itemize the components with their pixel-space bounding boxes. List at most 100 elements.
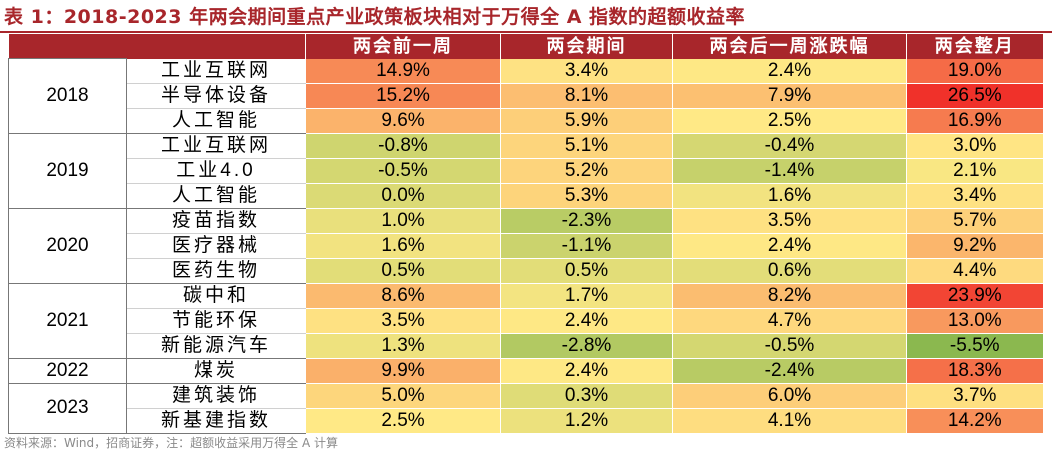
value-cell: 9.2% [906,233,1043,259]
value-cell: 0.5% [500,258,673,284]
sector-cell: 建筑装饰 [126,383,306,409]
value-cell: 0.3% [500,383,673,409]
value-cell: 16.9% [906,108,1043,134]
value-cell: 3.7% [906,383,1043,409]
value-cell: 8.2% [672,283,907,309]
column-header: 两会期间 [500,34,673,59]
header-blank-sector [126,34,306,59]
table-row: 医药生物 0.5% 0.5% 0.6% 4.4% [9,258,1043,284]
value-cell: 3.5% [305,308,501,334]
title-underline [0,31,1052,33]
value-cell: 8.1% [500,83,673,109]
value-cell: 1.7% [500,283,673,309]
value-cell: 14.9% [305,58,501,84]
value-cell: 19.0% [906,58,1043,84]
excess-return-table: 两会前一周 两会期间 两会后一周涨跌幅 两会整月 2018 工业互联网 14.9% 3… [8,34,1043,434]
header-row: 两会前一周 两会期间 两会后一周涨跌幅 两会整月 [8,34,1043,59]
table-row: 2018 工业互联网 14.9% 3.4% 2.4% 19.0% [8,58,1043,134]
sector-cell: 煤炭 [126,358,306,384]
sector-cell: 工业互联网 [126,58,306,84]
table-row: 2020 疫苗指数 1.0% -2.3% 3.5% 5.7% [8,207,1043,284]
value-cell: 3.0% [906,133,1043,159]
value-cell: -0.4% [672,133,907,159]
table-title: 表 1：2018-2023 年两会期间重点产业政策板块相对于万得全 A 指数的超… [4,6,746,28]
sector-cell: 碳中和 [126,283,306,309]
value-cell: -2.8% [500,333,673,359]
value-cell: 5.7% [906,208,1043,234]
table-body: 2018 工业互联网 14.9% 3.4% 2.4% 19.0% 半导体设备 15.2% 8.1… [8,58,1043,434]
value-cell: 1.0% [305,208,501,234]
year-cell: 2023 [8,382,127,434]
sector-cell: 人工智能 [126,108,306,134]
value-cell: 2.1% [906,158,1043,184]
sector-cell: 新基建指数 [126,408,306,434]
header-blank-year [8,34,127,59]
sector-cell: 新能源汽车 [126,333,306,359]
value-cell: 5.9% [500,108,673,134]
value-cell: -0.5% [672,333,907,359]
value-cell: 7.9% [672,83,907,109]
value-cell: 5.2% [500,158,673,184]
value-cell: 2.5% [672,108,907,134]
value-cell: 0.6% [672,258,907,284]
sector-cell: 人工智能 [126,183,306,209]
value-cell: 2.4% [672,58,907,84]
value-cell: -1.4% [672,158,907,184]
value-cell: 2.4% [672,233,907,259]
sector-cell: 医药生物 [126,258,306,284]
value-cell: 2.4% [500,358,673,384]
value-cell: 5.3% [500,183,673,209]
value-cell: 3.4% [500,58,673,84]
table-row: 医疗器械 1.6% -1.1% 2.4% 9.2% [9,233,1043,259]
value-cell: -2.4% [672,358,907,384]
value-cell: 1.6% [672,183,907,209]
year-cell: 2018 [8,58,127,134]
value-cell: -0.8% [305,133,501,159]
year-cell: 2020 [8,207,127,284]
value-cell: 1.2% [500,408,673,434]
value-cell: 1.6% [305,233,501,259]
value-cell: 5.0% [305,383,501,409]
sector-cell: 医疗器械 [126,233,306,259]
year-cell: 2021 [8,282,127,359]
value-cell: 4.4% [906,258,1043,284]
value-cell: 14.2% [906,408,1043,434]
sector-cell: 疫苗指数 [126,208,306,234]
table-row: 节能环保 3.5% 2.4% 4.7% 13.0% [9,308,1043,334]
value-cell: -2.3% [500,208,673,234]
source-note: 资料来源：Wind，招商证券，注：超额收益采用万得全 A 计算 [4,436,338,450]
table-row: 2019 工业互联网 -0.8% 5.1% -0.4% 3.0% [8,132,1043,209]
table-row: 新能源汽车 1.3% -2.8% -0.5% -5.5% [9,333,1043,359]
value-cell: -5.5% [906,333,1043,359]
sector-cell: 半导体设备 [126,83,306,109]
column-header: 两会整月 [906,34,1043,59]
sector-cell: 工业互联网 [126,133,306,159]
value-cell: 0.5% [305,258,501,284]
value-cell: 9.6% [305,108,501,134]
value-cell: 3.4% [906,183,1043,209]
year-cell: 2019 [8,132,127,209]
value-cell: 0.0% [305,183,501,209]
year-cell: 2022 [8,357,127,384]
table-row: 2022 煤炭 9.9% 2.4% -2.4% 18.3% [8,357,1043,384]
value-cell: 4.1% [672,408,907,434]
value-cell: 23.9% [906,283,1043,309]
sector-cell: 工业4.0 [126,158,306,184]
value-cell: 5.1% [500,133,673,159]
value-cell: 8.6% [305,283,501,309]
value-cell: 9.9% [305,358,501,384]
value-cell: -0.5% [305,158,501,184]
table-row: 人工智能 0.0% 5.3% 1.6% 3.4% [9,183,1043,209]
value-cell: 3.5% [672,208,907,234]
sector-cell: 节能环保 [126,308,306,334]
column-header: 两会前一周 [305,34,501,59]
value-cell: 15.2% [305,83,501,109]
value-cell: 2.4% [500,308,673,334]
value-cell: 18.3% [906,358,1043,384]
value-cell: 6.0% [672,383,907,409]
value-cell: 13.0% [906,308,1043,334]
value-cell: -1.1% [500,233,673,259]
value-cell: 1.3% [305,333,501,359]
table-row: 新基建指数 2.5% 1.2% 4.1% 14.2% [9,408,1043,434]
value-cell: 2.5% [305,408,501,434]
